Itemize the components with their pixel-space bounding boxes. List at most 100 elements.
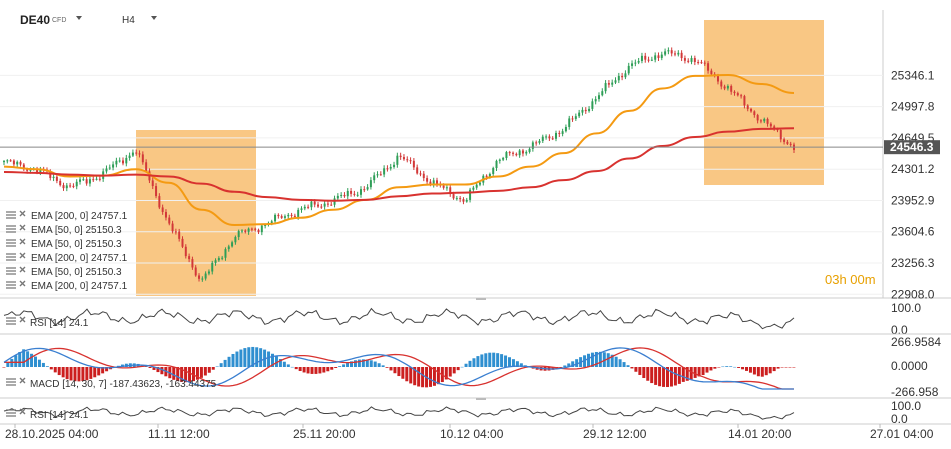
macd-hist-bar: [30, 353, 34, 367]
candle-body: [422, 173, 425, 179]
main-price-panel[interactable]: 25346.124997.824649.524301.223952.923604…: [0, 10, 951, 301]
candle-body: [191, 259, 194, 268]
timeframe-selector[interactable]: H4: [122, 15, 135, 26]
macd-hist-bar: [255, 347, 259, 367]
candle-body: [743, 96, 746, 106]
macd-hist-bar: [318, 367, 322, 374]
macd-hist-bar: [618, 359, 622, 367]
indicator-legend[interactable]: EMA [200, 0] 24757.1 EMA [50, 0] 25150.3 E…: [6, 210, 128, 292]
rsi1-settings-icon[interactable]: [6, 317, 16, 325]
macd-hist-bar: [326, 367, 330, 372]
legend-settings-icon[interactable]: [6, 225, 16, 233]
candle-body: [131, 152, 134, 156]
candle-body: [287, 214, 290, 217]
macd-hist-bar: [630, 367, 634, 369]
time-tick-label: 10.12 04:00: [440, 427, 504, 441]
price-tick-label: 23952.9: [891, 193, 935, 207]
macd-hist-bar: [693, 367, 697, 378]
macd-hist-bar: [334, 367, 338, 368]
candle-body: [69, 185, 72, 187]
candle-body: [184, 246, 187, 257]
legend-settings-icon[interactable]: [6, 239, 16, 247]
timeframe-dropdown-icon[interactable]: [151, 16, 157, 20]
candle-body: [264, 224, 267, 226]
macd-hist-bar: [57, 367, 61, 376]
macd-hist-bar: [464, 363, 468, 367]
time-axis-labels[interactable]: 28.10.2025 04:00 11.11 12:00 25.11 20:00 10…: [5, 424, 934, 441]
panel-resize-handle[interactable]: [476, 398, 486, 400]
candle-body: [19, 161, 22, 165]
candle-body: [647, 59, 650, 61]
rsi1-close-icon[interactable]: [19, 316, 26, 323]
macd-hist-bar: [559, 367, 563, 368]
macd-hist-bar: [701, 367, 705, 376]
macd-hist-bar: [468, 360, 472, 367]
macd-hist-bar: [587, 353, 590, 367]
macd-hist-bar: [519, 363, 523, 367]
legend-close-icon[interactable]: [19, 252, 26, 259]
macd-hist-bar: [65, 367, 69, 380]
macd-hist-bar: [397, 367, 401, 377]
candle-body: [181, 238, 184, 247]
legend-close-icon[interactable]: [19, 210, 26, 217]
candle-body: [769, 123, 772, 127]
candle-body: [541, 136, 544, 141]
macd-settings-icon[interactable]: [6, 378, 16, 386]
legend-close-icon[interactable]: [19, 280, 26, 287]
legend-settings-icon[interactable]: [6, 281, 16, 289]
rsi2-close-icon[interactable]: [19, 408, 26, 415]
macd-hist-bar: [172, 367, 176, 380]
legend-settings-icon[interactable]: [6, 253, 16, 261]
rsi2-settings-icon[interactable]: [6, 409, 16, 417]
candle-body: [594, 99, 597, 102]
macd-close-icon[interactable]: [19, 377, 26, 384]
legend-entry: EMA [200, 0] 24757.1: [31, 211, 128, 222]
candle-body: [693, 58, 696, 63]
legend-settings-icon[interactable]: [6, 211, 16, 219]
macd-hist-bar: [381, 365, 385, 367]
macd-hist-bar: [401, 367, 405, 379]
candle-body: [145, 162, 148, 172]
symbol-dropdown-icon[interactable]: [76, 16, 82, 20]
macd-hist-bar: [500, 354, 504, 367]
candle-body: [716, 75, 719, 82]
candle-body: [525, 151, 528, 154]
macd-hist-bar: [89, 367, 93, 379]
macd-hist-bar: [456, 367, 460, 371]
rsi2-label: RSI [14] 24.1: [30, 410, 89, 421]
symbol-name[interactable]: DE40: [20, 13, 50, 27]
macd-hist-bar: [563, 365, 567, 367]
macd-hist-bar: [377, 363, 381, 367]
candle-body: [280, 216, 283, 218]
macd-hist-bar: [634, 367, 638, 372]
macd-panel[interactable]: MACD [14, 30, 7] -187.43623, -163.44375 …: [0, 335, 951, 400]
macd-hist-bar: [733, 366, 737, 368]
macd-hist-bar: [235, 351, 239, 367]
candle-body: [118, 160, 121, 162]
macd-hist-bar: [476, 356, 480, 367]
rsi-panel-2[interactable]: RSI [14] 24.1 100.0 0.0: [0, 399, 951, 426]
candle-body: [611, 82, 614, 85]
candle-body: [330, 204, 333, 206]
legend-close-icon[interactable]: [19, 238, 26, 245]
legend-settings-icon[interactable]: [6, 267, 16, 275]
candle-body: [624, 73, 627, 78]
candle-body: [250, 228, 253, 230]
candle-body: [786, 141, 789, 144]
candle-body: [379, 174, 382, 176]
candle-body: [125, 157, 128, 164]
macd-hist-bar: [460, 366, 464, 368]
macd-hist-bar: [41, 362, 45, 367]
candle-body: [753, 111, 756, 116]
panel-resize-handle[interactable]: [476, 298, 486, 300]
candle-body: [740, 95, 743, 97]
legend-close-icon[interactable]: [19, 266, 26, 273]
candle-body: [231, 242, 234, 247]
symbol-type: CFD: [52, 17, 66, 24]
macd-hist-bar: [654, 367, 658, 385]
candle-body: [571, 118, 574, 120]
macd-hist-bar: [97, 367, 101, 376]
rsi-panel-1[interactable]: RSI [14] 24.1 100.0 0.0: [0, 301, 951, 337]
legend-close-icon[interactable]: [19, 224, 26, 231]
